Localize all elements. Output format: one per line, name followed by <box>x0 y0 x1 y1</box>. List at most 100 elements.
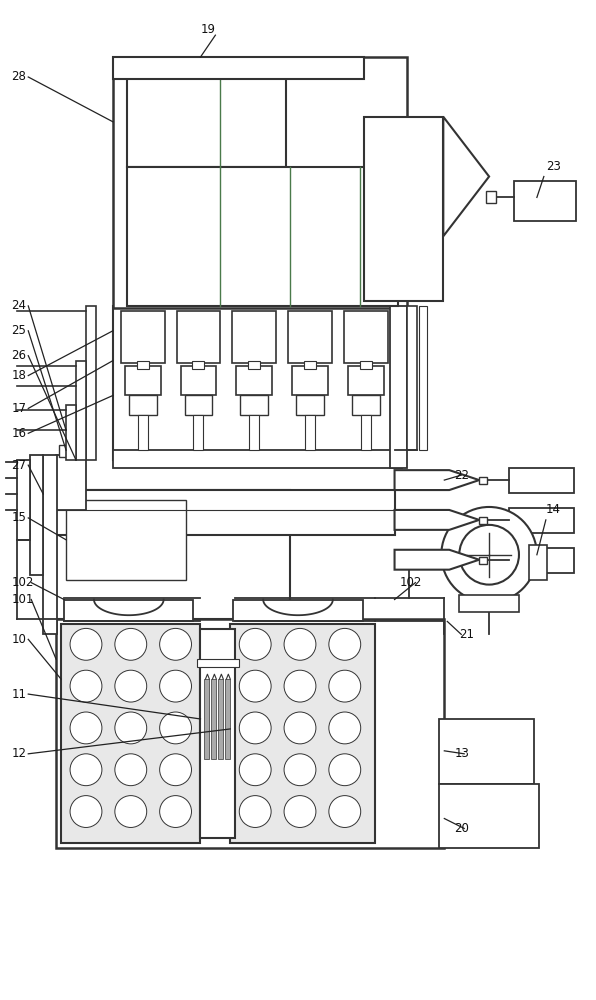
Text: 15: 15 <box>11 511 26 524</box>
Circle shape <box>160 754 191 786</box>
Bar <box>514 181 576 221</box>
Circle shape <box>329 796 361 827</box>
Bar <box>344 311 387 363</box>
Circle shape <box>329 754 361 786</box>
Bar <box>129 395 157 415</box>
Bar <box>479 557 487 564</box>
Bar <box>138 415 148 450</box>
Polygon shape <box>395 470 479 490</box>
Circle shape <box>239 712 271 744</box>
Bar <box>439 719 534 784</box>
Text: 23: 23 <box>546 160 561 173</box>
Text: 19: 19 <box>200 23 216 36</box>
Bar <box>305 415 315 450</box>
Circle shape <box>284 796 316 827</box>
Bar <box>197 659 239 667</box>
Text: 18: 18 <box>11 369 26 382</box>
Bar <box>200 629 235 838</box>
Text: 27: 27 <box>11 459 26 472</box>
Bar <box>479 517 487 524</box>
Text: 25: 25 <box>11 324 26 337</box>
Circle shape <box>115 670 147 702</box>
Bar <box>185 395 212 415</box>
Bar <box>460 595 519 612</box>
Polygon shape <box>395 510 479 530</box>
Bar <box>360 361 372 369</box>
Circle shape <box>239 670 271 702</box>
Bar <box>56 619 444 848</box>
Circle shape <box>115 712 147 744</box>
Bar <box>127 62 286 167</box>
Text: 101: 101 <box>11 593 34 606</box>
Text: 10: 10 <box>11 633 26 646</box>
Bar <box>66 405 76 460</box>
Bar <box>236 366 272 395</box>
Bar <box>439 784 539 848</box>
Bar <box>529 545 547 580</box>
Bar <box>125 366 161 395</box>
Bar <box>390 306 408 468</box>
Bar <box>509 508 574 533</box>
Circle shape <box>160 712 191 744</box>
Bar <box>240 395 268 415</box>
Bar <box>181 366 216 395</box>
Text: 102: 102 <box>399 576 422 589</box>
Circle shape <box>70 670 102 702</box>
Bar <box>296 395 324 415</box>
Bar <box>288 311 332 363</box>
Circle shape <box>115 628 147 660</box>
Circle shape <box>70 754 102 786</box>
Circle shape <box>329 628 361 660</box>
Bar <box>113 450 402 468</box>
Text: 102: 102 <box>11 576 34 589</box>
Circle shape <box>70 712 102 744</box>
Circle shape <box>70 628 102 660</box>
Text: 16: 16 <box>11 427 26 440</box>
Text: 12: 12 <box>11 747 26 760</box>
Bar <box>43 455 57 634</box>
Bar <box>30 455 43 575</box>
Bar <box>204 679 209 759</box>
Bar <box>17 460 30 540</box>
Bar <box>232 311 276 363</box>
Bar <box>479 477 487 484</box>
Bar <box>136 361 148 369</box>
Bar <box>348 366 384 395</box>
Bar <box>420 306 427 450</box>
Polygon shape <box>395 550 479 570</box>
Circle shape <box>115 796 147 827</box>
Text: 21: 21 <box>460 628 474 641</box>
Circle shape <box>329 712 361 744</box>
Circle shape <box>441 507 537 603</box>
Bar <box>509 548 574 573</box>
Bar <box>304 361 316 369</box>
Text: 17: 17 <box>11 402 26 415</box>
Bar <box>64 600 194 621</box>
Bar <box>121 311 164 363</box>
Bar <box>486 191 496 203</box>
Bar <box>127 167 398 306</box>
Circle shape <box>329 670 361 702</box>
Circle shape <box>160 670 191 702</box>
Bar <box>56 490 290 619</box>
Bar <box>56 455 86 510</box>
Bar <box>76 361 86 460</box>
Bar <box>193 361 204 369</box>
Circle shape <box>115 754 147 786</box>
Text: 28: 28 <box>11 70 26 83</box>
Bar <box>194 415 203 450</box>
Bar <box>225 679 230 759</box>
Circle shape <box>239 796 271 827</box>
Bar <box>408 306 417 450</box>
Circle shape <box>160 628 191 660</box>
Bar <box>212 679 216 759</box>
Bar <box>248 361 260 369</box>
Circle shape <box>160 796 191 827</box>
Bar <box>66 500 185 580</box>
Circle shape <box>284 754 316 786</box>
Circle shape <box>284 628 316 660</box>
Polygon shape <box>443 117 489 236</box>
Text: 24: 24 <box>11 299 26 312</box>
Bar <box>292 366 328 395</box>
Bar <box>249 415 259 450</box>
